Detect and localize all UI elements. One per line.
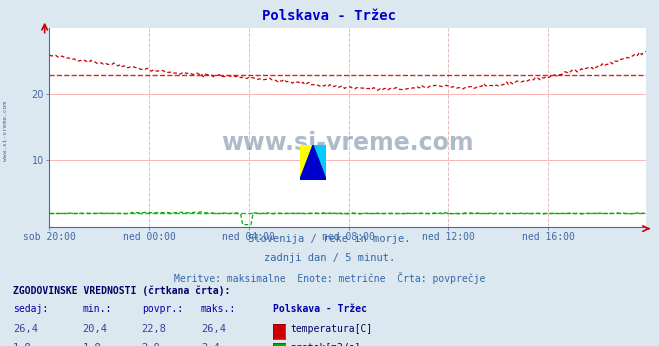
Text: min.:: min.: [82, 304, 112, 315]
Polygon shape [300, 145, 326, 180]
Text: maks.:: maks.: [201, 304, 236, 315]
Polygon shape [300, 145, 326, 180]
Text: 26,4: 26,4 [201, 324, 226, 334]
Text: 1,8: 1,8 [82, 343, 101, 346]
Text: pretok[m3/s]: pretok[m3/s] [291, 343, 361, 346]
Text: 22,8: 22,8 [142, 324, 167, 334]
Text: 20,4: 20,4 [82, 324, 107, 334]
Text: www.si-vreme.com: www.si-vreme.com [3, 101, 8, 162]
Text: Polskava - Tržec: Polskava - Tržec [262, 9, 397, 22]
Text: 2,4: 2,4 [201, 343, 219, 346]
Text: 2,0: 2,0 [142, 343, 160, 346]
Text: 26,4: 26,4 [13, 324, 38, 334]
Text: Polskava - Tržec: Polskava - Tržec [273, 304, 368, 315]
Text: www.si-vreme.com: www.si-vreme.com [221, 131, 474, 155]
Text: povpr.:: povpr.: [142, 304, 183, 315]
Polygon shape [300, 145, 313, 180]
Text: 1,8: 1,8 [13, 343, 32, 346]
Text: zadnji dan / 5 minut.: zadnji dan / 5 minut. [264, 253, 395, 263]
Text: temperatura[C]: temperatura[C] [291, 324, 373, 334]
Text: ZGODOVINSKE VREDNOSTI (črtkana črta):: ZGODOVINSKE VREDNOSTI (črtkana črta): [13, 285, 231, 296]
Text: Meritve: maksimalne  Enote: metrične  Črta: povprečje: Meritve: maksimalne Enote: metrične Črta… [174, 272, 485, 284]
Text: sedaj:: sedaj: [13, 304, 48, 315]
Text: Slovenija / reke in morje.: Slovenija / reke in morje. [248, 234, 411, 244]
